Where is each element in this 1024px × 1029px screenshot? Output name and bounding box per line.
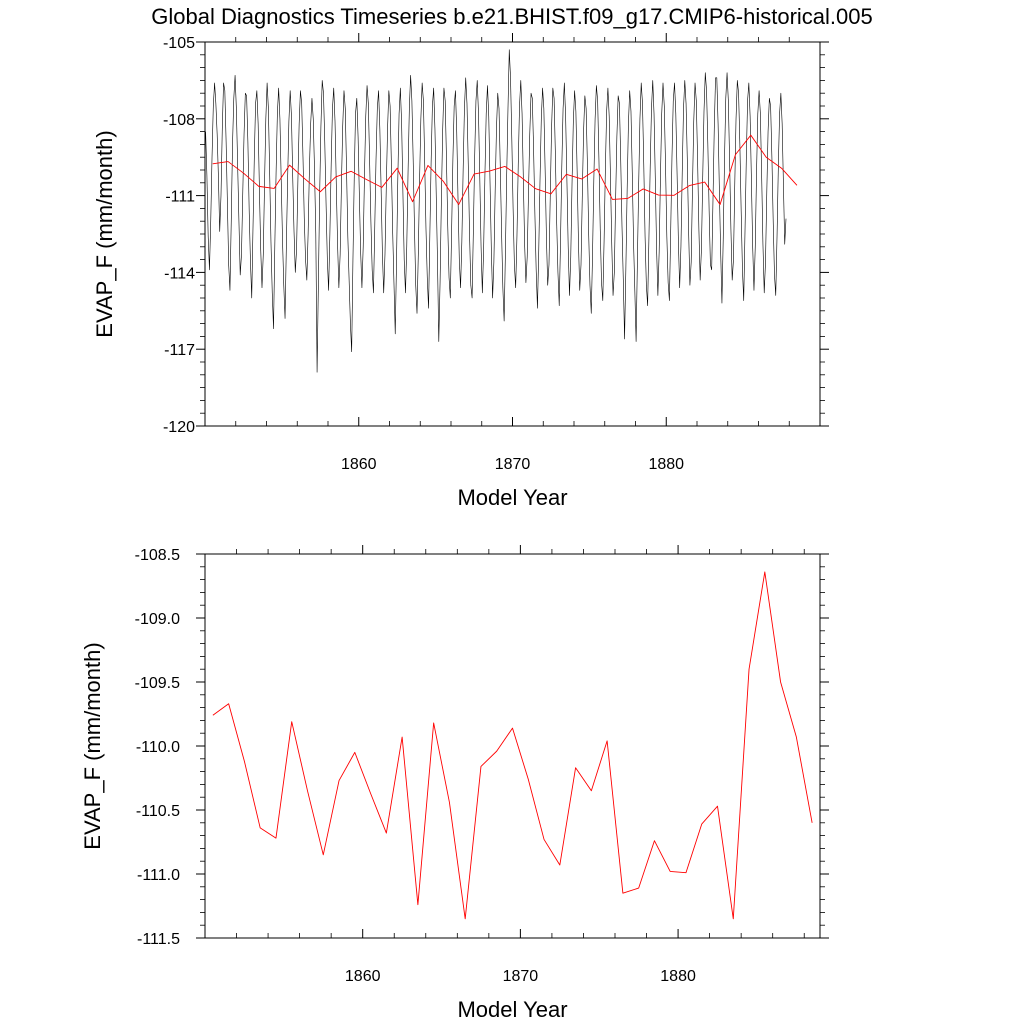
y-tick-label: -108 [163,112,195,129]
x-axis-title: Model Year [457,485,567,510]
y-tick-label: -109.0 [135,611,180,628]
bottom-panel: 1860 1870 1880 -111.5 -111.0 -110.5 -110.0 -109… [80,545,829,1022]
y-tick-label: -111.0 [137,867,180,884]
panels: 1860 1870 1880 -120 -117 -114 -111 -108 -105 Mode… [80,33,829,1022]
y-tick-label: -110.5 [136,803,180,820]
x-tick-label: 1860 [341,456,377,473]
y-tick-label: -117 [164,342,195,359]
x-axis-title: Model Year [457,997,567,1022]
x-tick-label: 1880 [660,968,696,985]
series-line-annual [212,134,798,206]
series-line-annual [212,571,813,920]
chart-title: Global Diagnostics Timeseries b.e21.BHIS… [151,4,872,29]
x-tick-label: 1870 [495,456,531,473]
y-tick-label: -120 [163,419,195,436]
x-tick-label: 1880 [648,456,684,473]
x-tick-label: 1860 [345,968,381,985]
y-tick-label: -108.5 [135,547,180,564]
series-line-monthly [205,49,787,373]
y-axis-title: EVAP_F (mm/month) [80,642,105,849]
top-panel: 1860 1870 1880 -120 -117 -114 -111 -108 -105 Mode… [92,33,829,510]
y-tick-label: -105 [163,35,195,52]
y-tick-label: -111.5 [137,931,180,948]
y-tick-label: -111 [165,189,195,206]
y-axis-title: EVAP_F (mm/month) [92,130,117,337]
y-tick-label: -114 [164,265,195,282]
x-tick-label: 1870 [503,968,539,985]
y-tick-label: -109.5 [135,675,180,692]
y-tick-label: -110.0 [136,739,180,756]
